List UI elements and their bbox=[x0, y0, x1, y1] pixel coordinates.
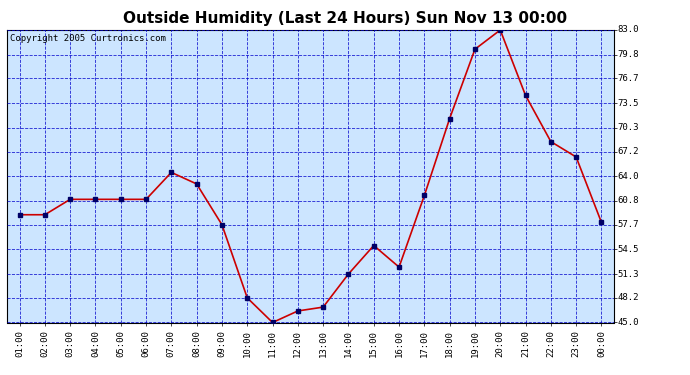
Text: 73.5: 73.5 bbox=[618, 99, 639, 108]
Text: 79.8: 79.8 bbox=[618, 50, 639, 59]
Text: 51.3: 51.3 bbox=[618, 270, 639, 279]
Text: Outside Humidity (Last 24 Hours) Sun Nov 13 00:00: Outside Humidity (Last 24 Hours) Sun Nov… bbox=[123, 11, 567, 26]
Text: Copyright 2005 Curtronics.com: Copyright 2005 Curtronics.com bbox=[10, 34, 166, 44]
Text: 76.7: 76.7 bbox=[618, 74, 639, 83]
Text: 67.2: 67.2 bbox=[618, 147, 639, 156]
Text: 60.8: 60.8 bbox=[618, 196, 639, 206]
Text: 54.5: 54.5 bbox=[618, 245, 639, 254]
Text: 64.0: 64.0 bbox=[618, 172, 639, 181]
Text: 83.0: 83.0 bbox=[618, 26, 639, 34]
Text: 70.3: 70.3 bbox=[618, 123, 639, 132]
Text: 57.7: 57.7 bbox=[618, 220, 639, 229]
Text: 48.2: 48.2 bbox=[618, 293, 639, 302]
Text: 45.0: 45.0 bbox=[618, 318, 639, 327]
